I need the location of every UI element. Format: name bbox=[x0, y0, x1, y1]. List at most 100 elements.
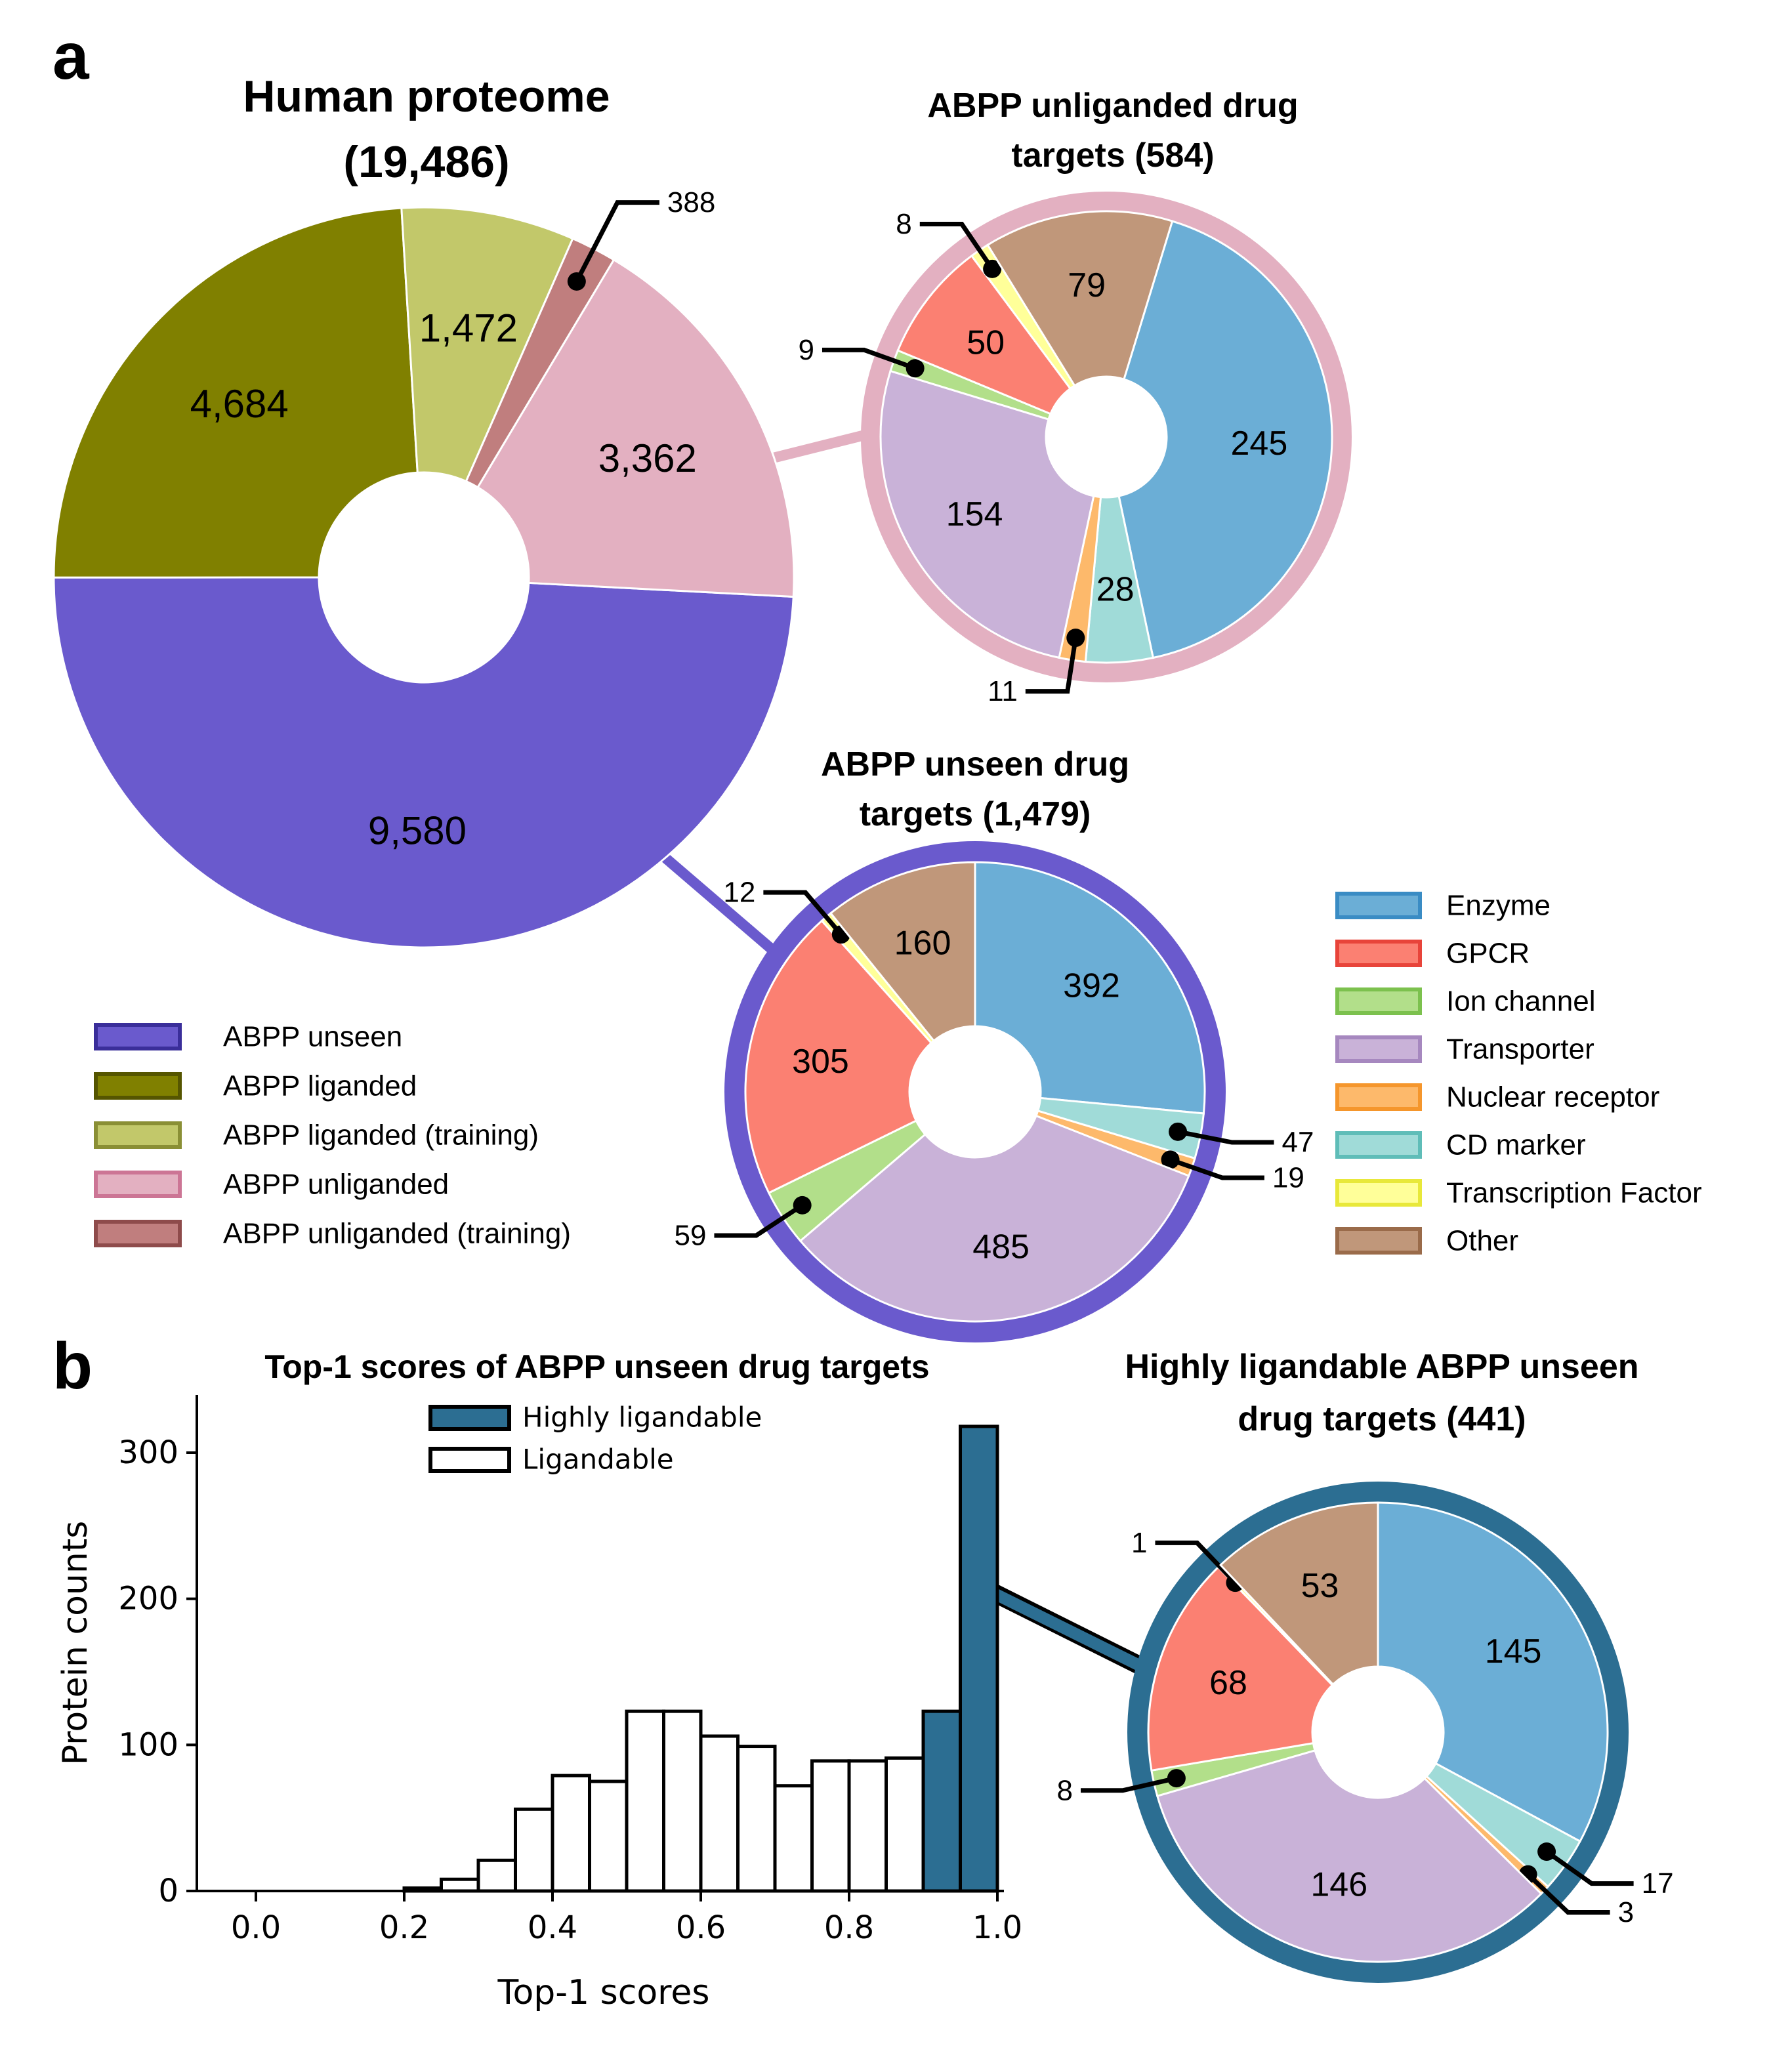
legend-swatch bbox=[94, 1171, 182, 1198]
histogram-bar bbox=[625, 1709, 665, 1893]
callout-line bbox=[1081, 1776, 1177, 1793]
slice-value-label: 392 bbox=[1063, 967, 1120, 1005]
histogram-bar bbox=[514, 1807, 554, 1893]
legend-label: Ligandable bbox=[522, 1444, 674, 1476]
legend-label: Enzyme bbox=[1446, 890, 1551, 922]
legend-swatch bbox=[1335, 1131, 1422, 1159]
legends: ABPP unseen ABPP liganded ABPP liganded (t… bbox=[94, 890, 1702, 1257]
pie-slice-abpp-unseen bbox=[52, 576, 795, 949]
slice-value-label: 4,684 bbox=[190, 382, 289, 426]
x-axis-label: Top-1 scores bbox=[497, 1973, 710, 2012]
slice-value-label: 3 bbox=[1618, 1896, 1634, 1928]
histogram-bar bbox=[588, 1779, 629, 1893]
callout-dot bbox=[1161, 1150, 1180, 1169]
pie-main: 9,580 4,684 1,472 388 3,362 bbox=[52, 186, 795, 949]
legend-label: Ion channel bbox=[1446, 986, 1596, 1018]
legend-swatch bbox=[1335, 1227, 1422, 1255]
callout-line bbox=[1177, 1129, 1274, 1145]
unseen-pie-title-2: targets (1,479) bbox=[860, 795, 1091, 833]
slice-value-label: 145 bbox=[1485, 1632, 1542, 1671]
slice-value-label: 68 bbox=[1209, 1664, 1247, 1702]
slice-value-label: 28 bbox=[1096, 571, 1135, 609]
pie-slice-enzyme bbox=[1117, 220, 1333, 659]
x-tick-label: 0.8 bbox=[824, 1909, 874, 1946]
slice-value-label: 1,472 bbox=[419, 306, 518, 350]
legend-swatch bbox=[94, 1121, 182, 1149]
x-tick-label: 0.0 bbox=[231, 1909, 281, 1946]
pie-slice-enzyme bbox=[974, 861, 1206, 1115]
pie-ring bbox=[724, 841, 1226, 1342]
callout-dot bbox=[793, 1195, 812, 1215]
callout-dot bbox=[1167, 1769, 1186, 1788]
histogram-bar bbox=[699, 1734, 740, 1893]
callout-line bbox=[919, 222, 995, 270]
histogram-bar bbox=[847, 1759, 888, 1893]
slice-value-label: 17 bbox=[1642, 1867, 1674, 1900]
slice-value-label: 388 bbox=[667, 186, 715, 218]
histogram: 0.0 0.2 0.4 0.6 0.8 1.0 0 100 200 300 Top-1 scores… bbox=[56, 1395, 1022, 2012]
callout-line bbox=[1025, 637, 1078, 694]
callout-dot bbox=[1537, 1842, 1556, 1861]
x-tick-label: 0.4 bbox=[528, 1909, 577, 1946]
connector-unseen bbox=[659, 851, 778, 956]
slice-value-label: 9 bbox=[798, 334, 814, 366]
slice-value-label: 154 bbox=[946, 495, 1003, 533]
pie-slice-abpp-liganded-training- bbox=[400, 206, 574, 483]
legend-swatch bbox=[1335, 892, 1422, 919]
highly-pie-title-2: drug targets (441) bbox=[1238, 1400, 1526, 1438]
histogram-bar bbox=[736, 1745, 777, 1893]
slice-value-label: 79 bbox=[1068, 266, 1106, 304]
legend-swatch bbox=[1335, 940, 1422, 967]
callout-line bbox=[1169, 1157, 1264, 1180]
pie-slice-gpcr bbox=[744, 919, 933, 1195]
legend-swatch bbox=[94, 1220, 182, 1247]
pie-highly: 145 173 146 8 68 1 53 bbox=[1057, 1482, 1674, 1983]
slice-value-label: 11 bbox=[988, 675, 1018, 707]
callout-dot bbox=[1169, 1122, 1188, 1141]
slice-value-label: 8 bbox=[1057, 1774, 1073, 1806]
pie-slice-other bbox=[829, 861, 976, 1043]
histogram-bar bbox=[773, 1784, 814, 1893]
slice-value-label: 8 bbox=[896, 208, 911, 240]
pie-ring bbox=[861, 192, 1352, 682]
slice-value-label: 9,580 bbox=[368, 809, 467, 853]
x-tick-label: 0.2 bbox=[379, 1909, 429, 1946]
pie-ring bbox=[1127, 1482, 1629, 1983]
legend-swatch bbox=[1335, 1035, 1422, 1063]
pie-slice-abpp-liganded bbox=[52, 207, 419, 579]
legend-swatch bbox=[94, 1072, 182, 1100]
legend-swatch bbox=[1335, 987, 1422, 1015]
main-pie-title-2: (19,486) bbox=[343, 137, 509, 187]
x-tick-label: 1.0 bbox=[972, 1909, 1022, 1946]
unliganded-pie-title-1: ABPP unliganded drug bbox=[927, 87, 1298, 125]
callout-dot bbox=[906, 359, 925, 378]
pie-slice-transporter bbox=[1156, 1749, 1543, 1963]
slice-value-label: 47 bbox=[1281, 1127, 1314, 1159]
y-axis-label: Protein counts bbox=[56, 1521, 95, 1766]
callout-line bbox=[714, 1203, 804, 1238]
histogram-bar bbox=[440, 1877, 480, 1893]
legend-label: GPCR bbox=[1446, 938, 1530, 970]
legend-label: ABPP unliganded bbox=[223, 1169, 449, 1201]
slice-value-label: 50 bbox=[967, 324, 1005, 362]
legend-swatch bbox=[428, 1405, 511, 1431]
legend-swatch bbox=[428, 1447, 511, 1473]
y-tick-label: 200 bbox=[118, 1581, 178, 1617]
histogram-bar bbox=[551, 1774, 591, 1893]
pie-slice-gpcr bbox=[1147, 1566, 1334, 1772]
callout-dot bbox=[983, 259, 1002, 278]
legend-label: ABPP unseen bbox=[223, 1021, 402, 1053]
callout-line bbox=[1545, 1850, 1634, 1886]
legend-swatch bbox=[94, 1023, 182, 1050]
unseen-pie-title-1: ABPP unseen drug bbox=[821, 745, 1129, 783]
callout-line bbox=[574, 200, 659, 283]
slice-value-label: 53 bbox=[1301, 1567, 1339, 1605]
legend-label: Nuclear receptor bbox=[1446, 1081, 1659, 1113]
histogram-title: Top-1 scores of ABPP unseen drug targets bbox=[264, 1348, 929, 1385]
y-tick-label: 100 bbox=[118, 1726, 178, 1763]
histogram-bar bbox=[662, 1709, 703, 1893]
slice-value-label: 305 bbox=[792, 1043, 849, 1081]
callout-line bbox=[1155, 1540, 1238, 1585]
